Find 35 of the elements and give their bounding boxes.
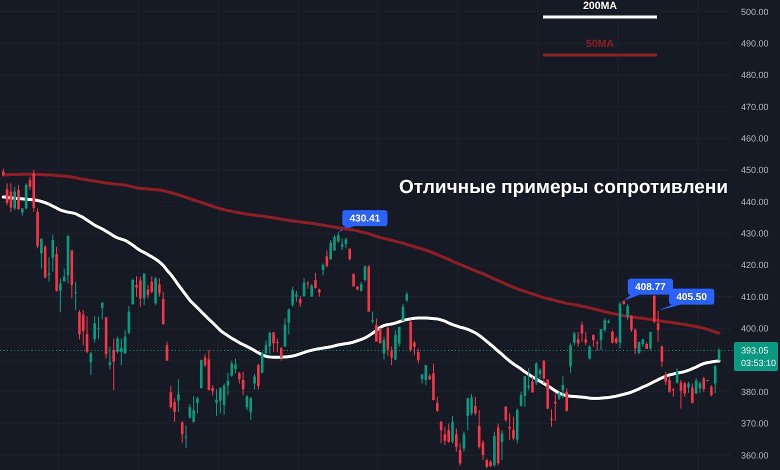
y-tick-label: 420.00 <box>741 260 769 270</box>
candlestick <box>48 256 50 282</box>
candlestick <box>234 358 237 374</box>
annotation: 430.41 <box>350 214 381 225</box>
y-tick-label: 400.00 <box>741 324 769 334</box>
candlestick <box>596 340 598 351</box>
candlestick <box>554 393 557 421</box>
y-tick-label: 460.00 <box>741 134 769 144</box>
candlestick <box>508 413 511 440</box>
annotation: Отличные примеры сопротивлени <box>399 177 728 198</box>
y-tick-label: 410.00 <box>741 292 769 302</box>
y-tick-label: 450.00 <box>741 165 769 176</box>
y-tick-label: 370.00 <box>741 418 769 429</box>
candlestick <box>215 389 218 416</box>
y-tick-label: 380.00 <box>741 386 769 397</box>
y-tick-label: 360.00 <box>741 450 769 460</box>
candlestick <box>184 426 188 448</box>
y-tick-label: 480.00 <box>741 70 769 80</box>
y-tick-label: 500.00 <box>741 6 769 17</box>
y-tick-label: 470.00 <box>741 102 769 112</box>
candlestick <box>74 282 77 310</box>
ref-line-label: 393.05 <box>741 346 769 356</box>
candlestick <box>550 410 553 427</box>
annotation: 408.77 <box>635 282 666 294</box>
candlestick <box>371 312 374 324</box>
y-tick-label: 430.00 <box>741 228 769 239</box>
candlestick <box>97 316 100 340</box>
annotation: 405.50 <box>676 292 708 304</box>
y-tick-label: 440.00 <box>741 196 769 207</box>
line-series <box>2 195 720 400</box>
y-tick-label: 490.00 <box>741 38 769 49</box>
text: 03:53:10 <box>741 358 776 368</box>
text: 50MA <box>586 38 614 50</box>
text: 200MA <box>583 0 618 12</box>
candlestick <box>500 430 504 460</box>
